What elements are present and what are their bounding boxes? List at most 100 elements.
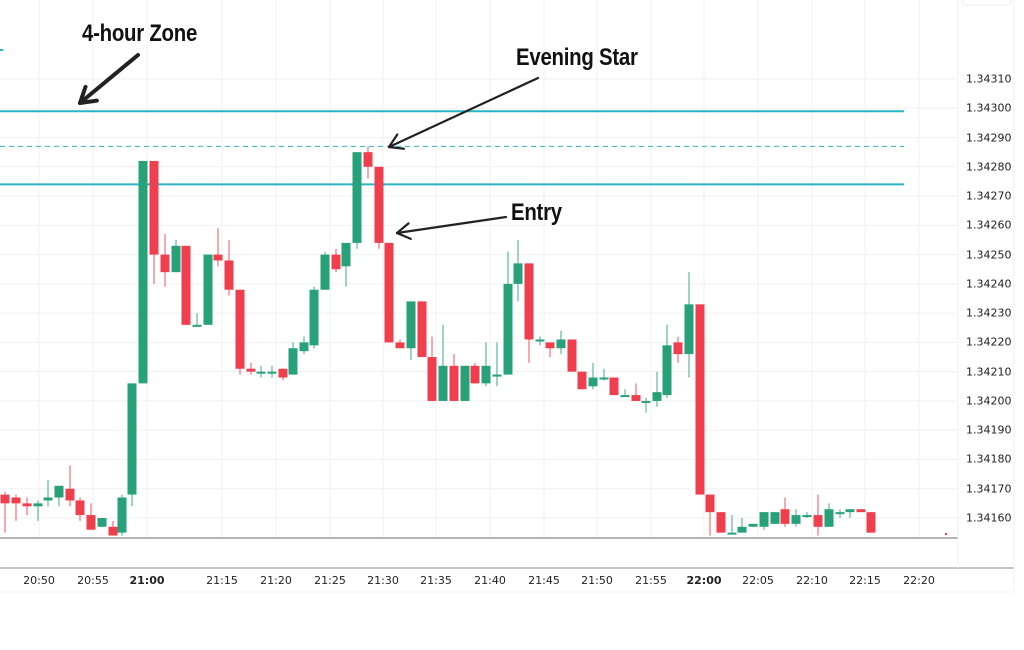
candle-bearish[interactable] xyxy=(395,339,405,349)
candle-bullish[interactable] xyxy=(256,365,266,378)
candle-bullish[interactable] xyxy=(492,342,502,387)
candle-bullish[interactable] xyxy=(513,239,523,302)
candle-bullish[interactable] xyxy=(127,383,137,507)
top-right-control[interactable] xyxy=(962,0,1012,6)
candle-bearish[interactable] xyxy=(22,497,32,516)
candle-bullish[interactable] xyxy=(535,336,545,346)
candle-bullish[interactable] xyxy=(97,518,107,527)
candle-bearish[interactable] xyxy=(213,228,223,267)
candle-bullish[interactable] xyxy=(652,371,662,407)
candle-bearish[interactable] xyxy=(363,146,373,179)
candle-bullish[interactable] xyxy=(727,515,737,535)
arrow-icon xyxy=(78,53,140,105)
candle-bullish[interactable] xyxy=(802,512,812,518)
candle-bearish[interactable] xyxy=(567,339,577,372)
candle-bullish[interactable] xyxy=(737,518,747,533)
candle-bearish[interactable] xyxy=(813,494,823,536)
candle-bearish[interactable] xyxy=(705,494,715,536)
candle-bearish[interactable] xyxy=(417,301,427,358)
arrow-icon xyxy=(387,76,540,150)
candle-bullish[interactable] xyxy=(288,342,298,375)
candle-bullish[interactable] xyxy=(299,336,309,355)
candle-bearish[interactable] xyxy=(160,234,170,287)
candle-bullish[interactable] xyxy=(54,485,64,507)
candle-bullish[interactable] xyxy=(171,239,181,273)
annotation-entry: Entry xyxy=(511,199,562,226)
candle-bearish[interactable] xyxy=(11,494,21,521)
candle-bullish[interactable] xyxy=(845,509,855,518)
candle-bullish[interactable] xyxy=(770,512,780,524)
arrow-icon xyxy=(395,215,508,240)
candle-bearish[interactable] xyxy=(470,362,480,384)
candle-bearish[interactable] xyxy=(108,520,118,536)
candle-bullish[interactable] xyxy=(824,503,834,527)
candle-bearish[interactable] xyxy=(181,245,191,325)
candle-bearish[interactable] xyxy=(75,497,85,521)
candle-bearish[interactable] xyxy=(149,160,159,284)
candle-bullish[interactable] xyxy=(320,251,330,290)
candle-bullish[interactable] xyxy=(438,324,448,401)
price-tick-label: 1.34190 xyxy=(966,423,1012,437)
candle-bullish[interactable] xyxy=(341,242,351,287)
candle-bearish[interactable] xyxy=(609,377,619,396)
candle-bearish[interactable] xyxy=(427,336,437,401)
candle-bearish[interactable] xyxy=(224,239,234,296)
candle-bullish[interactable] xyxy=(117,494,127,536)
candle-bearish[interactable] xyxy=(780,497,790,527)
price-tick-label: 1.34280 xyxy=(966,160,1012,174)
candle-bearish[interactable] xyxy=(331,248,341,273)
candle-bearish[interactable] xyxy=(0,491,10,533)
candle-bearish[interactable] xyxy=(673,336,683,363)
annotation-four-hour-zone: 4-hour Zone xyxy=(82,20,198,47)
candle-bullish[interactable] xyxy=(503,251,513,375)
candle-bearish[interactable] xyxy=(65,465,75,507)
candle-bullish[interactable] xyxy=(599,368,609,381)
annotation-arrows xyxy=(78,53,540,240)
candle-bullish[interactable] xyxy=(138,160,148,384)
candle-bullish[interactable] xyxy=(406,301,416,360)
candle-bullish[interactable] xyxy=(620,389,630,398)
candle-bullish[interactable] xyxy=(460,365,470,401)
candle-bullish[interactable] xyxy=(352,152,362,249)
candle-bearish[interactable] xyxy=(278,368,288,381)
candle-bearish[interactable] xyxy=(695,304,705,495)
candle-bearish[interactable] xyxy=(449,354,459,401)
candle-bullish[interactable] xyxy=(192,313,202,327)
candle-bearish[interactable] xyxy=(577,371,587,390)
candle-bearish[interactable] xyxy=(716,512,726,533)
candle-bearish[interactable] xyxy=(856,509,866,513)
candle-bearish[interactable] xyxy=(246,362,256,375)
candle-bearish[interactable] xyxy=(374,166,384,249)
candle-bearish[interactable] xyxy=(545,342,555,358)
candle-bullish[interactable] xyxy=(309,286,319,349)
time-tick-label: 22:00 xyxy=(686,574,722,587)
candle-bullish[interactable] xyxy=(588,362,598,390)
price-tick-label: 1.34270 xyxy=(966,189,1012,203)
candle-bullish[interactable] xyxy=(662,324,672,399)
candle-bullish[interactable] xyxy=(556,330,566,355)
candle-bearish[interactable] xyxy=(235,289,245,375)
candle-bullish[interactable] xyxy=(759,512,769,530)
candle-bullish[interactable] xyxy=(684,272,694,378)
candle-bullish[interactable] xyxy=(748,523,758,527)
candle-bearish[interactable] xyxy=(866,512,876,533)
time-tick-label: 22:05 xyxy=(742,574,774,587)
candle-bullish[interactable] xyxy=(835,509,845,518)
candle-bullish[interactable] xyxy=(791,509,801,527)
time-tick-label: 21:15 xyxy=(206,574,238,587)
candle-bullish[interactable] xyxy=(33,500,43,521)
candle-bullish[interactable] xyxy=(641,398,651,413)
candle-bullish[interactable] xyxy=(481,342,491,387)
candle-bearish[interactable] xyxy=(631,383,641,401)
candle-bullish[interactable] xyxy=(267,365,277,378)
candle-bearish[interactable] xyxy=(384,242,394,343)
candle-bearish[interactable] xyxy=(524,263,534,363)
annotation-evening-star: Evening Star xyxy=(516,44,638,71)
time-tick-label: 21:50 xyxy=(581,574,613,587)
time-tick-label: 20:50 xyxy=(23,574,55,587)
candle-bullish[interactable] xyxy=(203,254,213,325)
candle-bearish[interactable] xyxy=(86,503,96,530)
candle-bullish[interactable] xyxy=(43,479,53,507)
